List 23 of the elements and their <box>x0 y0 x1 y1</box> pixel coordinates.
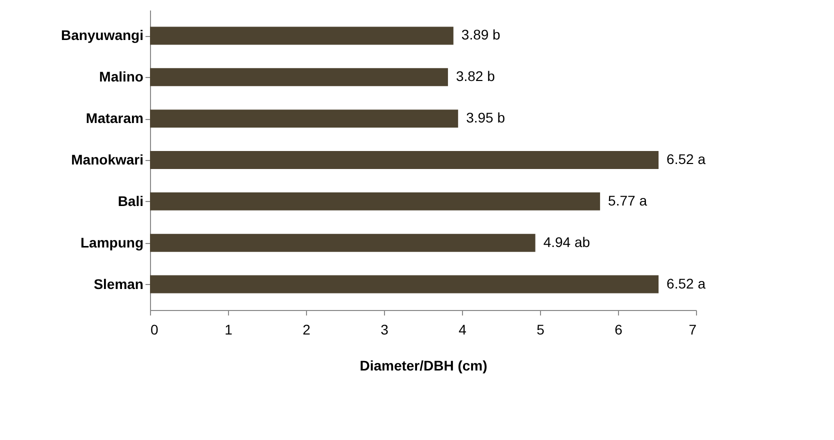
data-label: 6.52 a <box>666 151 706 167</box>
data-label: 5.77 a <box>608 192 648 208</box>
data-label: 3.89 b <box>461 26 501 43</box>
y-tick-label: Bali <box>118 192 144 209</box>
x-tick-label: 5 <box>536 322 545 338</box>
x-axis-title: Diameter/DBH (cm) <box>360 358 488 374</box>
x-tick-label: 7 <box>688 322 697 338</box>
x-tick-label: 1 <box>224 322 233 338</box>
data-label: 3.95 b <box>466 110 506 126</box>
y-tick-label: Malino <box>99 68 144 85</box>
data-label: 6.52 a <box>666 275 706 292</box>
y-tick-label: Sleman <box>94 276 144 292</box>
x-tick-label: 3 <box>380 322 389 338</box>
data-label: 4.94 ab <box>543 234 590 250</box>
x-tick-label: 0 <box>150 322 158 338</box>
x-tick-label: 2 <box>302 322 311 338</box>
y-tick-label: Banyuwangi <box>61 27 144 44</box>
x-tick-label: 6 <box>614 322 623 338</box>
y-tick-label: Mataram <box>86 110 144 126</box>
data-label: 3.82 b <box>456 68 496 84</box>
x-tick-label: 4 <box>458 322 467 338</box>
y-tick-label: Lampung <box>80 234 144 250</box>
y-tick-label: Manokwari <box>71 152 144 168</box>
